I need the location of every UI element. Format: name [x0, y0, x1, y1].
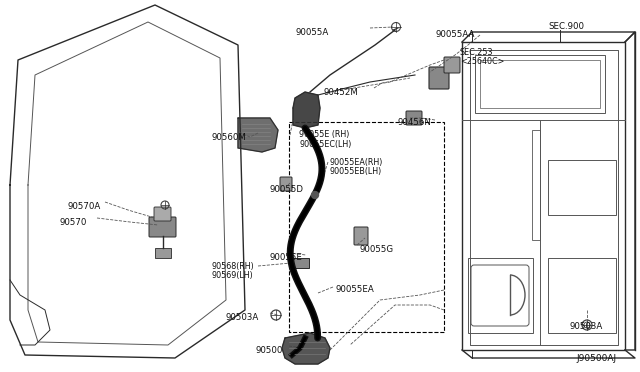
Text: 90568(RH): 90568(RH) [212, 262, 255, 271]
Polygon shape [238, 118, 278, 152]
Bar [155, 248, 171, 258]
Text: 90055G: 90055G [360, 245, 394, 254]
Text: 90500: 90500 [255, 346, 282, 355]
Text: 90570A: 90570A [68, 202, 101, 211]
Circle shape [312, 192, 319, 199]
Text: 90055A: 90055A [295, 28, 328, 37]
Text: J90500AJ: J90500AJ [576, 354, 616, 363]
Text: 90560M: 90560M [212, 133, 247, 142]
FancyBboxPatch shape [444, 57, 460, 73]
FancyBboxPatch shape [280, 177, 292, 191]
Polygon shape [282, 333, 330, 364]
Text: 90055EA: 90055EA [335, 285, 374, 294]
Bar [468, 258, 533, 333]
Text: 90055EC(LH): 90055EC(LH) [299, 140, 351, 149]
Text: 90055E: 90055E [270, 253, 303, 262]
Text: 90503A: 90503A [225, 313, 259, 322]
Bar [548, 160, 616, 215]
Bar [289, 122, 444, 332]
FancyBboxPatch shape [154, 207, 171, 221]
Text: 90503A: 90503A [570, 322, 604, 331]
FancyBboxPatch shape [429, 67, 449, 89]
Text: 90570: 90570 [60, 218, 88, 227]
Bar [480, 60, 600, 108]
Text: 90055EA(RH): 90055EA(RH) [330, 158, 383, 167]
FancyBboxPatch shape [406, 111, 422, 125]
Text: 90452M: 90452M [323, 88, 358, 97]
Text: 90055AA: 90055AA [436, 30, 476, 39]
Text: <25640C>: <25640C> [460, 57, 504, 66]
Text: SEC.900: SEC.900 [548, 22, 584, 31]
Text: 90055EB(LH): 90055EB(LH) [330, 167, 382, 176]
Bar [291, 258, 309, 268]
Bar [475, 55, 605, 113]
Polygon shape [293, 92, 320, 128]
Bar [548, 258, 616, 333]
FancyBboxPatch shape [149, 217, 176, 237]
Text: 90456N: 90456N [398, 118, 432, 127]
Text: SEC.253: SEC.253 [460, 48, 493, 57]
FancyBboxPatch shape [354, 227, 368, 245]
Text: 90055D: 90055D [270, 185, 304, 194]
Bar [532, 130, 540, 240]
Text: 90055E (RH): 90055E (RH) [299, 130, 349, 139]
Text: 90569(LH): 90569(LH) [212, 271, 253, 280]
